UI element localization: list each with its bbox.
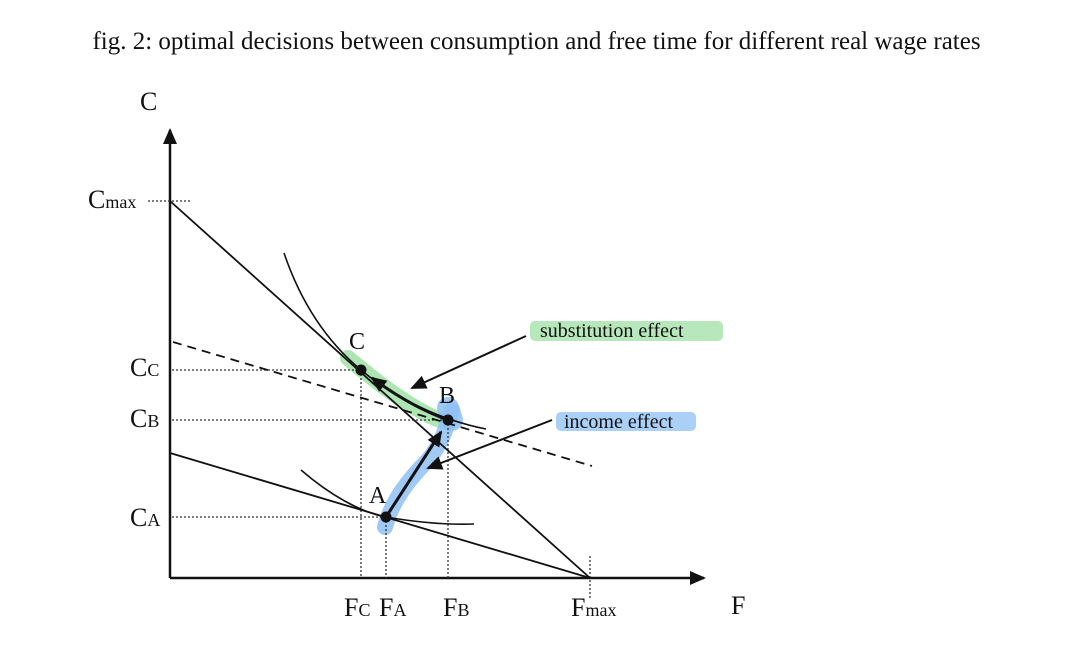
x-axis-label: F [731,591,745,620]
x-tick-fmax: Fmax [571,593,616,622]
axes [163,128,706,585]
x-tick-fa: FA [379,593,406,622]
x-tick-fc: FC [344,593,370,622]
income-effect-label: income effect [564,411,673,433]
substitution-pointer [410,335,527,389]
point-a-label: A [369,483,387,509]
point-b [442,414,454,426]
y-tick-cb: CB [130,404,159,433]
y-tick-cmax: Cmax [88,185,136,214]
y-axis-label: C [140,87,157,116]
income-pointer [426,419,553,470]
y-tick-cc: CC [130,353,159,382]
y-tick-ca: CA [130,503,160,532]
substitution-effect-arrow [370,376,449,422]
point-c-label: C [349,329,365,355]
point-a [380,511,392,523]
substitution-effect-label: substitution effect [540,320,684,342]
income-effect-arrow [384,430,443,518]
point-c [355,364,367,376]
effect-arrows [370,335,553,518]
income-label-highlight [556,412,696,431]
substitution-label-highlight [530,321,723,341]
x-tick-fb: FB [443,593,469,622]
point-b-label: B [439,383,455,409]
compensated-budget-line [172,341,593,467]
figure-title: fig. 2: optimal decisions between consum… [92,28,981,55]
guide-lines [148,200,591,598]
points [355,364,454,523]
